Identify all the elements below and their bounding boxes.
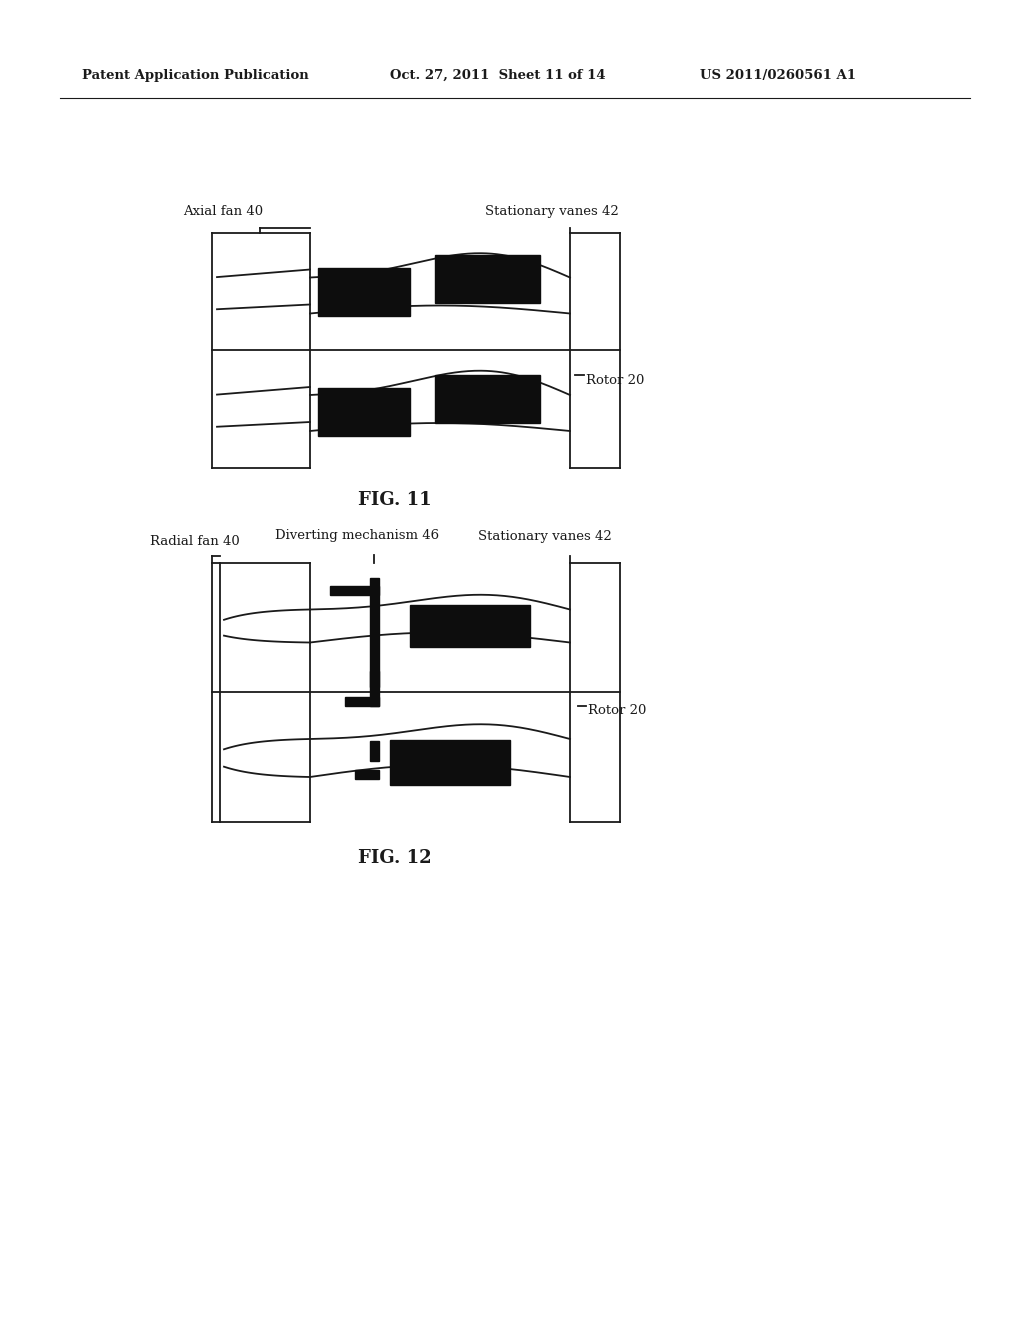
Text: Stationary vanes 42: Stationary vanes 42 — [485, 205, 618, 218]
Bar — [318, 388, 410, 436]
Text: Axial fan 40: Axial fan 40 — [183, 205, 263, 218]
Text: Rotor 20: Rotor 20 — [588, 704, 646, 717]
Text: FIG. 11: FIG. 11 — [358, 491, 432, 510]
Bar — [370, 578, 379, 686]
Bar — [410, 605, 530, 647]
Text: Oct. 27, 2011  Sheet 11 of 14: Oct. 27, 2011 Sheet 11 of 14 — [390, 69, 605, 82]
Bar — [330, 586, 379, 595]
Bar — [390, 741, 510, 785]
Bar — [355, 770, 379, 779]
Text: Rotor 20: Rotor 20 — [586, 374, 644, 387]
Text: US 2011/0260561 A1: US 2011/0260561 A1 — [700, 69, 856, 82]
Text: Diverting mechanism 46: Diverting mechanism 46 — [275, 529, 439, 543]
Bar — [345, 697, 379, 706]
Bar — [318, 268, 410, 315]
Text: Radial fan 40: Radial fan 40 — [150, 535, 240, 548]
Bar — [370, 671, 379, 706]
Text: Stationary vanes 42: Stationary vanes 42 — [478, 531, 611, 543]
Bar — [370, 741, 379, 762]
Text: Patent Application Publication: Patent Application Publication — [82, 69, 309, 82]
Bar — [435, 255, 540, 304]
Bar — [435, 375, 540, 422]
Text: FIG. 12: FIG. 12 — [358, 849, 432, 867]
